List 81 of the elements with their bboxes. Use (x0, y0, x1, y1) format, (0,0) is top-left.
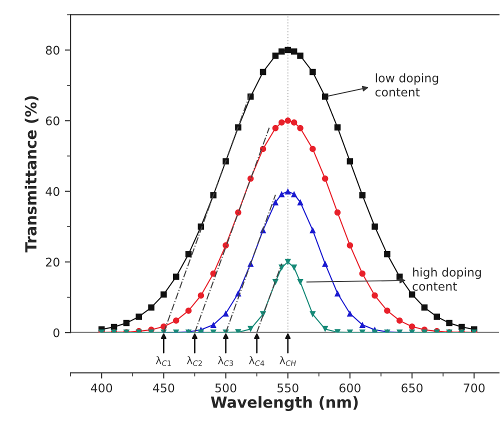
point (322, 326, 328, 332)
x-tick-label: 700 (464, 383, 485, 392)
point (185, 251, 192, 258)
y-tick-label: 40 (46, 187, 60, 196)
point (136, 314, 142, 320)
point (346, 310, 354, 317)
point (260, 68, 266, 76)
annotation: λ$_{C1}$ (156, 356, 171, 366)
point (198, 292, 204, 299)
point (297, 199, 304, 206)
point (408, 291, 416, 298)
point (290, 264, 298, 271)
x-tick-label: 550 (278, 383, 298, 392)
point (322, 94, 328, 100)
point (359, 270, 366, 277)
point (290, 119, 298, 126)
point (384, 251, 390, 258)
point (322, 175, 328, 182)
y-tick-label: 80 (46, 46, 60, 55)
point (334, 124, 341, 131)
point (185, 308, 192, 314)
point (290, 191, 298, 198)
point (278, 264, 285, 271)
point (284, 188, 291, 194)
point (310, 68, 316, 76)
annotation: λ$_{C3}$ (218, 356, 234, 366)
point (297, 124, 304, 132)
point (278, 191, 285, 198)
point (421, 304, 428, 311)
point (123, 320, 130, 326)
point (297, 278, 304, 286)
point (284, 46, 291, 54)
point (359, 322, 366, 328)
point (148, 304, 154, 311)
point (372, 224, 378, 230)
point (160, 291, 167, 298)
point (290, 48, 298, 55)
x-tick-label: 600 (340, 383, 360, 392)
point (284, 118, 291, 124)
point (310, 311, 316, 318)
point (278, 48, 285, 55)
point (334, 209, 341, 216)
y-tick-label: 60 (46, 116, 60, 126)
y-tick-label: 20 (46, 258, 60, 267)
x-tick-label: 500 (215, 383, 236, 392)
x-tick-label: 400 (90, 383, 112, 392)
point (346, 242, 354, 248)
point (372, 292, 378, 299)
point (310, 146, 316, 152)
x-tick-label: 650 (402, 383, 423, 392)
point (359, 192, 366, 198)
y-tick-label: 0 (53, 328, 60, 338)
point (446, 320, 452, 326)
point (222, 310, 229, 317)
point (334, 290, 341, 297)
point (346, 158, 354, 164)
point (458, 324, 465, 330)
annotation: λ$_{C4}$ (248, 356, 264, 366)
annotation: λ$_{C2}$ (186, 356, 202, 366)
x-tick-label: 450 (153, 383, 174, 392)
point (297, 52, 304, 59)
point (272, 199, 279, 206)
annotation: high doping content (412, 268, 481, 291)
point (408, 323, 416, 330)
point (210, 322, 216, 328)
point (284, 258, 291, 266)
point (272, 52, 279, 59)
point (278, 119, 285, 126)
point (384, 308, 390, 314)
point (247, 326, 254, 332)
annotation: λ$_{CH}$ (280, 356, 296, 366)
x-axis-title: Wavelength (nm) (210, 396, 358, 412)
point (310, 227, 316, 234)
point (322, 260, 328, 267)
point (396, 317, 403, 324)
annotation: low doping content (375, 73, 438, 97)
point (272, 124, 279, 132)
point (434, 314, 440, 320)
y-axis-title: Transmittance (%) (24, 96, 38, 252)
point (172, 317, 180, 324)
point (172, 274, 180, 280)
